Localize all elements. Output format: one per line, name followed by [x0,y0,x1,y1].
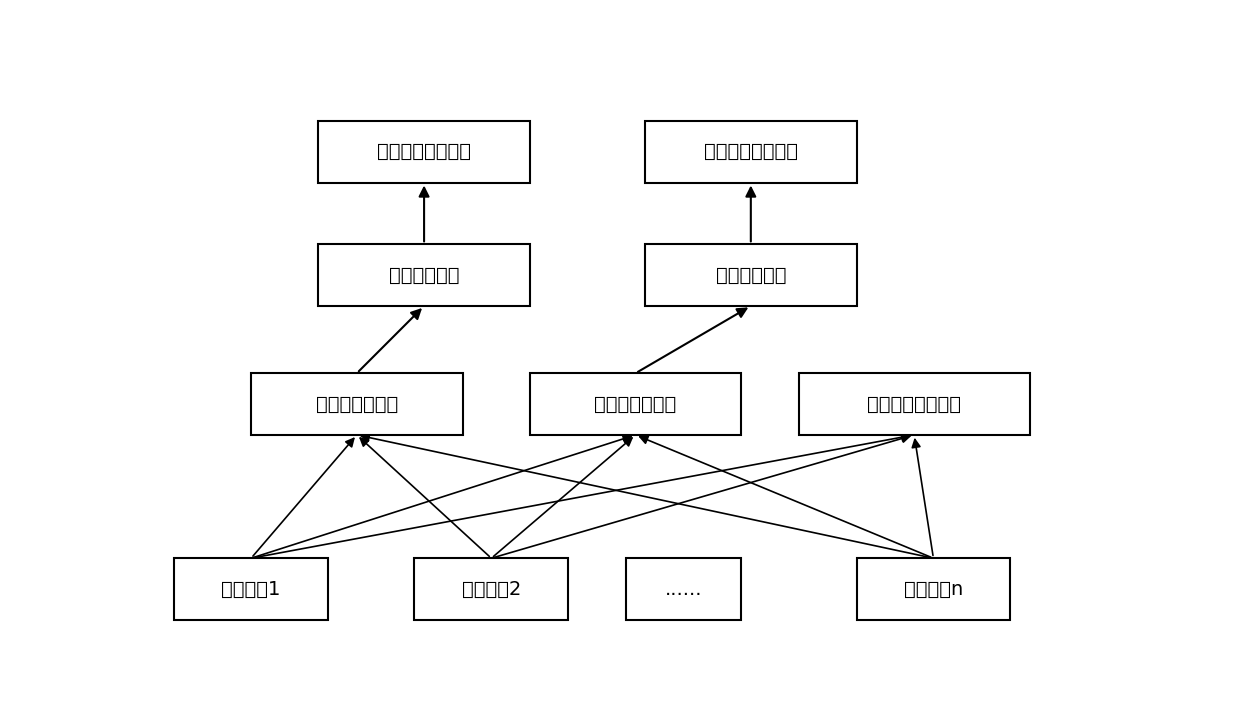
Text: 旅客类型2: 旅客类型2 [461,579,521,598]
FancyBboxPatch shape [319,245,529,306]
Text: 出租车停车场规模: 出租车停车场规模 [377,143,471,162]
Text: 私家车车流量: 私家车车流量 [715,266,786,285]
FancyBboxPatch shape [626,558,742,620]
FancyBboxPatch shape [645,245,857,306]
FancyBboxPatch shape [174,558,327,620]
Text: 公共交通出行旅客: 公共交通出行旅客 [867,395,961,414]
Text: 旅客类型n: 旅客类型n [904,579,963,598]
FancyBboxPatch shape [319,121,529,183]
Text: 出租车车流量: 出租车车流量 [389,266,459,285]
Text: 旅客类型1: 旅客类型1 [222,579,280,598]
FancyBboxPatch shape [250,373,463,435]
FancyBboxPatch shape [799,373,1029,435]
FancyBboxPatch shape [529,373,742,435]
FancyBboxPatch shape [645,121,857,183]
Text: 私家车停车场规模: 私家车停车场规模 [704,143,797,162]
Text: 出租车出行旅客: 出租车出行旅客 [316,395,398,414]
FancyBboxPatch shape [857,558,1011,620]
Text: 私家车出行旅客: 私家车出行旅客 [594,395,677,414]
Text: ......: ...... [665,579,702,598]
FancyBboxPatch shape [414,558,568,620]
